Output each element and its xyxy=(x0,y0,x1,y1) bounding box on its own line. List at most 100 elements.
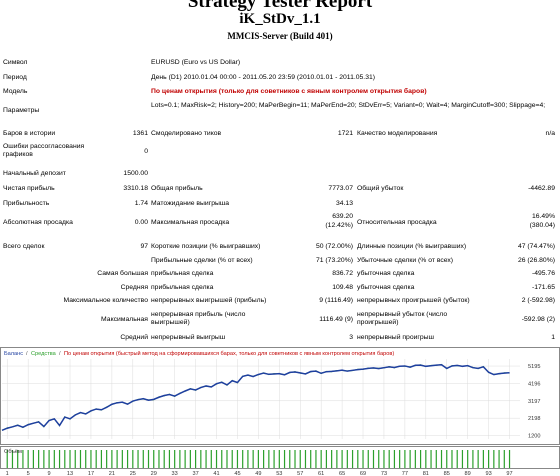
volume-bar xyxy=(22,450,24,468)
volume-bar xyxy=(435,450,437,468)
volume-bar xyxy=(69,450,71,468)
x-tick-label: 49 xyxy=(255,471,261,476)
model-label: Модель xyxy=(3,88,28,95)
volume-bar xyxy=(179,450,181,468)
max-consecutive-wins-value: 9 (1116.49) xyxy=(319,297,353,304)
profit-factor-label: Прибыльность xyxy=(3,200,50,207)
profit-factor-value: 1.74 xyxy=(134,200,148,207)
volume-bar xyxy=(414,450,416,468)
avg-consecutive-losses-value: 1 xyxy=(551,334,555,341)
largest-profit-label: прибыльная сделка xyxy=(151,270,214,277)
volume-bar xyxy=(226,450,228,468)
volume-bar xyxy=(498,450,500,468)
x-tick-label: 77 xyxy=(402,471,408,476)
volume-bar xyxy=(304,450,307,468)
volume-bar xyxy=(488,450,490,468)
loss-trades-label: Убыточные сделки (% от всех) xyxy=(357,257,454,264)
volume-bar xyxy=(64,450,66,468)
x-tick-label: 57 xyxy=(297,471,303,476)
volume-bar xyxy=(289,450,291,468)
x-tick-label: 37 xyxy=(192,471,198,476)
expected-payoff-label: Матожидание выигрыша xyxy=(151,200,230,207)
bars-value: 1361 xyxy=(132,130,148,137)
volume-bar xyxy=(189,450,191,468)
model-value: По ценам открытия (только для советников… xyxy=(151,88,427,95)
largest-loss-value: -495.76 xyxy=(531,270,555,277)
gross-profit-label: Общая прибыль xyxy=(151,185,203,192)
volume-bar xyxy=(32,450,34,468)
relative-drawdown-value: 16.49% xyxy=(531,213,555,220)
total-trades-label: Всего сделок xyxy=(3,243,45,250)
volume-bar xyxy=(331,450,333,468)
legend-model: По ценам открытия (быстрый метод на сфор… xyxy=(64,350,394,357)
volume-bar xyxy=(409,450,411,468)
volume-bar xyxy=(367,450,369,468)
x-tick-label: 93 xyxy=(485,471,491,476)
profit-trades-label: Прибыльные сделки (% от всех) xyxy=(151,257,253,264)
x-tick-label: 85 xyxy=(444,471,450,476)
volume-bar xyxy=(446,450,448,468)
x-tick-label: 41 xyxy=(213,471,219,476)
volume-bar xyxy=(336,450,338,468)
volume-bar xyxy=(221,450,223,468)
volume-bar xyxy=(142,450,144,468)
symbol-label: Символ xyxy=(3,59,28,66)
volume-bar xyxy=(482,450,484,468)
volume-bar xyxy=(294,450,296,468)
average-loss-value: -171.65 xyxy=(531,284,555,291)
quality-label: Качество моделирования xyxy=(357,130,438,137)
quality-value: n/a xyxy=(545,130,555,137)
volume-bar xyxy=(17,450,19,468)
max-drawdown-value: 639.20 xyxy=(332,213,353,220)
y-tick-label: 3197 xyxy=(528,399,540,405)
ticks-label: Смоделировано тиков xyxy=(151,130,222,137)
volume-bar xyxy=(200,450,202,468)
volume-bar xyxy=(184,450,186,468)
volume-bar xyxy=(85,450,87,468)
legend-sep-2: / xyxy=(59,351,61,357)
max-consecutive-profit-value: 1116.49 (9) xyxy=(319,316,353,323)
params-label: Параметры xyxy=(3,107,40,114)
x-tick-label: 53 xyxy=(276,471,282,476)
volume-bar xyxy=(194,450,197,468)
x-tick-label: 9 xyxy=(48,471,51,476)
volume-bar xyxy=(378,450,380,468)
y-tick-label: 5195 xyxy=(528,364,540,370)
x-tick-label: 45 xyxy=(234,471,240,476)
average-label: Средняя xyxy=(120,284,148,291)
volume-bar xyxy=(430,450,432,468)
long-positions-value: 47 (74.47%) xyxy=(517,243,555,250)
profit-trades-value: 71 (73.20%) xyxy=(315,257,353,264)
x-tick-label: 13 xyxy=(67,471,73,476)
x-tick-label: 21 xyxy=(109,471,115,476)
volume-bar xyxy=(273,450,275,468)
volume-bar xyxy=(126,450,129,468)
volume-bar xyxy=(283,450,286,468)
volume-bar xyxy=(210,450,212,468)
errors-value: 0 xyxy=(144,148,148,155)
legend-sep-1: / xyxy=(26,351,28,357)
legend-equity: Средства xyxy=(31,351,57,357)
max-consecutive-loss-value: -592.98 (2) xyxy=(521,316,555,323)
volume-bar xyxy=(467,450,469,468)
x-tick-label: 65 xyxy=(339,471,345,476)
volume-bar xyxy=(158,450,160,468)
volume-bar xyxy=(79,450,82,468)
volume-bar xyxy=(351,450,354,468)
max-consecutive-losses-label: непрерывных проигрышей (убыток) xyxy=(357,297,470,304)
params-value: Lots=0.1; MaxRisk=2; History=200; MaPerB… xyxy=(151,102,546,109)
maximal-label: Максимальная xyxy=(101,316,148,323)
gross-profit-value: 7773.07 xyxy=(328,185,353,192)
volume-bar xyxy=(153,450,155,468)
volume-bar xyxy=(236,450,239,468)
volume-bar xyxy=(48,450,50,468)
volume-bar xyxy=(242,450,244,468)
expert-name: iK_StDv_1.1 xyxy=(239,11,321,27)
x-tick-label: 97 xyxy=(506,471,512,476)
largest-label: Самая большая xyxy=(97,270,148,277)
relative-drawdown-amount: (380.04) xyxy=(529,222,555,229)
volume-bar xyxy=(252,450,254,468)
volume-bar xyxy=(38,450,40,468)
volume-bar xyxy=(456,450,458,468)
y-tick-label: 1200 xyxy=(528,434,540,440)
